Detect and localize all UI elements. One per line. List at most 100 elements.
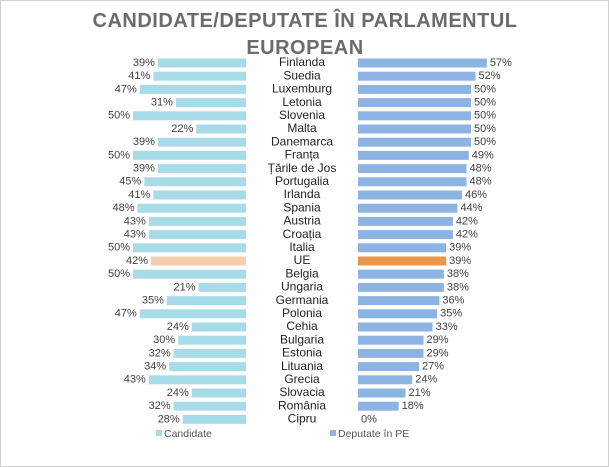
value-label: 43% (124, 374, 146, 386)
bar (169, 362, 246, 372)
value-label: 38% (447, 281, 469, 293)
value-label: 50% (108, 110, 130, 122)
bar (175, 98, 246, 108)
bar (191, 322, 246, 332)
legend-label: Deputate în PE (338, 428, 409, 440)
bar (148, 230, 246, 240)
value-label: 48% (469, 176, 491, 188)
category-label: Ungaria (281, 280, 323, 294)
bar (358, 243, 447, 253)
bar (358, 230, 453, 240)
category-label: Luxemburg (272, 82, 332, 96)
value-label: 48% (112, 202, 134, 214)
bar (358, 124, 471, 134)
category-label: Letonia (282, 95, 322, 109)
bar (139, 309, 246, 319)
bar (358, 309, 438, 319)
value-label: 39% (133, 136, 155, 148)
value-label: 46% (465, 189, 487, 201)
bar (358, 137, 471, 147)
value-label: 49% (472, 149, 494, 161)
bar (358, 269, 444, 279)
value-label: 18% (402, 400, 424, 412)
value-label: 50% (474, 110, 496, 122)
bar (157, 137, 246, 147)
category-label: Malta (287, 121, 317, 135)
bar (358, 388, 406, 398)
value-label: 32% (149, 400, 171, 412)
category-label: Croația (283, 227, 322, 241)
bar (173, 348, 246, 358)
value-label: 50% (108, 268, 130, 280)
bar (139, 84, 246, 94)
category-label: Belgia (285, 266, 319, 280)
value-label: 39% (133, 163, 155, 175)
value-label: 34% (144, 361, 166, 373)
bar (358, 348, 424, 358)
category-label: Portugalia (275, 174, 329, 188)
value-label: 24% (167, 387, 189, 399)
legend-label: Candidate (164, 428, 212, 440)
value-label: 35% (440, 308, 462, 320)
bar (358, 282, 444, 292)
value-label: 52% (479, 70, 501, 82)
value-label: 48% (469, 163, 491, 175)
bar (358, 216, 453, 226)
value-label: 21% (174, 281, 196, 293)
bar (358, 335, 424, 345)
category-label: Estonia (282, 346, 322, 360)
bar (148, 216, 246, 226)
value-label: 42% (456, 215, 478, 227)
value-label: 50% (108, 242, 130, 254)
bar (198, 282, 246, 292)
bar (358, 111, 471, 121)
value-label: 39% (449, 242, 471, 254)
bar (358, 58, 487, 68)
category-label: Cehia (286, 319, 318, 333)
value-label: 29% (427, 347, 449, 359)
value-label: 50% (108, 149, 130, 161)
value-label: 43% (124, 215, 146, 227)
bar (153, 71, 246, 81)
category-label: Polonia (282, 306, 322, 320)
value-label: 41% (128, 70, 150, 82)
category-label: Irlanda (284, 187, 321, 201)
value-label: 30% (153, 334, 175, 346)
value-label: 39% (449, 255, 471, 267)
chart-title: CANDIDATE/DEPUTATE ÎN PARLAMENTUL EUROPE… (92, 10, 518, 59)
value-label: 31% (151, 97, 173, 109)
category-label: România (278, 398, 326, 412)
bar (182, 414, 246, 424)
value-label: 33% (436, 321, 458, 333)
value-label: 24% (167, 321, 189, 333)
value-label: 38% (447, 268, 469, 280)
value-label: 45% (119, 176, 141, 188)
category-label: Germania (276, 293, 329, 307)
bar (178, 335, 246, 345)
value-label: 24% (415, 374, 437, 386)
bar (358, 296, 440, 306)
value-label: 50% (474, 136, 496, 148)
bar (151, 256, 246, 266)
value-label: 43% (124, 229, 146, 241)
bar (191, 388, 246, 398)
category-label: Slovenia (279, 108, 325, 122)
value-label: 27% (422, 361, 444, 373)
category-label: Suedia (283, 68, 321, 82)
value-label: 22% (171, 123, 193, 135)
category-label: Grecia (284, 372, 320, 386)
bar (144, 177, 246, 187)
bar (358, 190, 462, 200)
category-label: Finlanda (279, 55, 325, 69)
value-label: 57% (490, 57, 512, 69)
value-label: 35% (142, 295, 164, 307)
category-label: Italia (289, 240, 315, 254)
value-label: 32% (149, 347, 171, 359)
value-label: 28% (158, 413, 180, 425)
value-label: 50% (474, 123, 496, 135)
bar (358, 98, 471, 108)
bar (157, 164, 246, 174)
bar (166, 296, 246, 306)
category-label: Țările de Jos (268, 161, 337, 175)
